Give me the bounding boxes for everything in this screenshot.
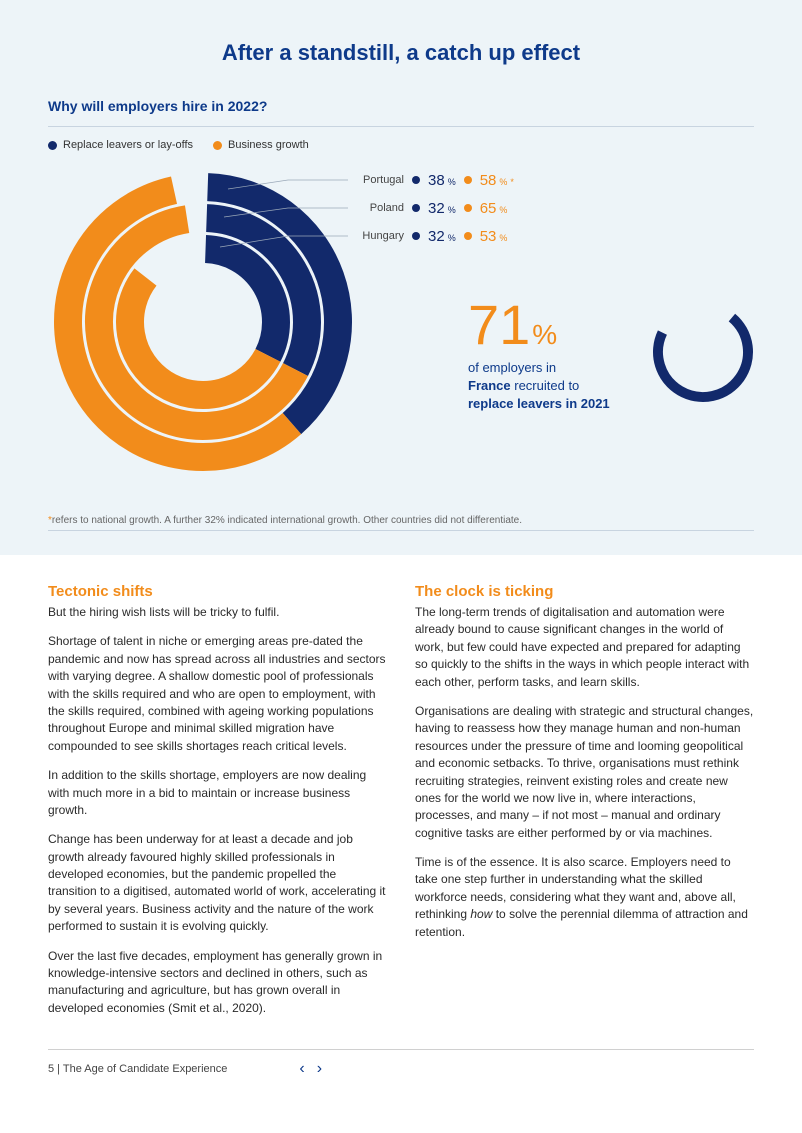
column-right: The clock is ticking The long-term trend… [415,583,754,1029]
page-footer: 5 | The Age of Candidate Experience ‹ › [0,1049,802,1102]
body-paragraph: Change has been underway for at least a … [48,831,387,935]
chart-footnote: *refers to national growth. A further 32… [48,515,754,526]
body-paragraph: Over the last five decades, employment h… [48,948,387,1018]
legend-item: Business growth [213,139,309,151]
donut-arc-growth [130,277,268,395]
body-paragraph: But the hiring wish lists will be tricky… [48,604,387,621]
mini-donut [648,297,758,412]
legend-dot [213,141,222,150]
page-number-label: 5 | The Age of Candidate Experience [48,1063,227,1075]
divider [48,126,754,127]
page-title: After a standstill, a catch up effect [48,40,754,66]
stat-number: 71 [468,297,530,353]
body-paragraph: Organisations are dealing with strategic… [415,703,754,842]
legend-dot [48,141,57,150]
body-paragraph: In addition to the skills shortage, empl… [48,767,387,819]
body-columns: Tectonic shifts But the hiring wish list… [0,555,802,1049]
legend-label: Replace leavers or lay-offs [63,139,193,151]
chart-legend: Replace leavers or lay-offs Business grow… [48,139,754,151]
divider [48,530,754,531]
body-paragraph: The long-term trends of digitalisation a… [415,604,754,691]
stat-unit: % [532,321,557,349]
key-stat: 71% of employers in France recruited to … [468,297,748,414]
chart-area: Portugal38%58%*Poland32%65%Hungary32%53%… [48,167,754,507]
prev-page-button[interactable]: ‹ [299,1060,304,1078]
infographic-section: After a standstill, a catch up effect Wh… [0,0,802,555]
callout-leaders [198,167,558,287]
body-paragraph: Time is of the essence. It is also scarc… [415,854,754,941]
mini-arc [658,318,748,397]
legend-item: Replace leavers or lay-offs [48,139,193,151]
page-nav: ‹ › [299,1060,322,1078]
column-heading: Tectonic shifts [48,583,387,600]
footnote-text: refers to national growth. A further 32%… [52,515,522,526]
column-heading: The clock is ticking [415,583,754,600]
chart-subtitle: Why will employers hire in 2022? [48,98,754,114]
body-paragraph: Shortage of talent in niche or emerging … [48,633,387,755]
column-left: Tectonic shifts But the hiring wish list… [48,583,387,1029]
next-page-button[interactable]: › [317,1060,322,1078]
legend-label: Business growth [228,139,309,151]
